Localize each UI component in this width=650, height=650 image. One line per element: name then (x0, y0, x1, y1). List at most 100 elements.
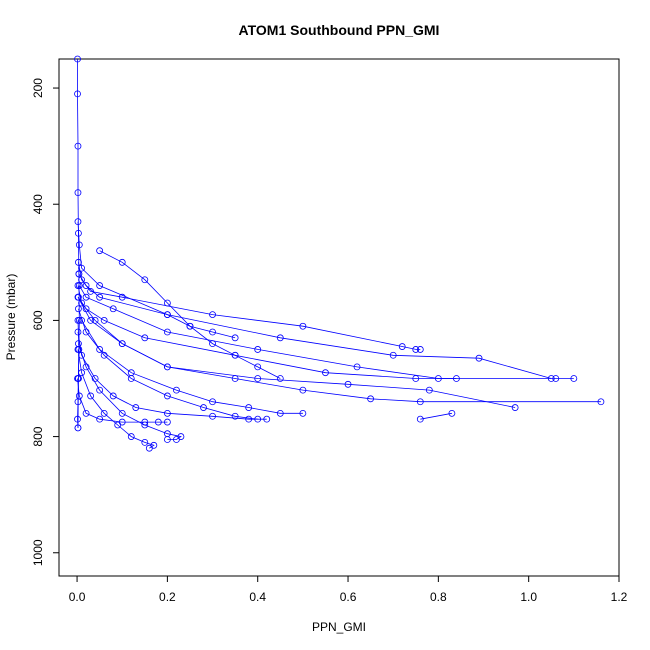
series-line-14 (420, 412, 452, 420)
data-point (87, 287, 95, 295)
data-point (389, 351, 397, 359)
data-point (398, 343, 406, 350)
data-point (276, 409, 284, 417)
data-point (254, 363, 262, 371)
data-point (75, 305, 82, 313)
series-line-16 (99, 250, 281, 379)
data-point (263, 415, 271, 423)
y-axis-title: Pressure (mbar) (4, 274, 18, 361)
data-point (127, 375, 135, 382)
data-point (141, 276, 149, 284)
series-layer (74, 55, 605, 452)
data-point (96, 386, 104, 394)
data-point (91, 375, 99, 382)
data-point (75, 258, 82, 266)
data-point (132, 404, 140, 411)
data-point (96, 346, 104, 353)
data-point (74, 218, 82, 226)
data-point (75, 346, 83, 353)
data-point (163, 436, 171, 443)
series-line-15 (77, 320, 80, 428)
x-tick-label: 1.0 (520, 590, 537, 604)
data-point (82, 282, 90, 289)
data-point (231, 334, 239, 342)
data-point (231, 412, 239, 420)
series-line-13 (78, 308, 258, 420)
data-point (74, 55, 81, 63)
data-point (416, 415, 424, 423)
data-point (74, 189, 82, 197)
x-tick-label: 1.2 (611, 590, 628, 604)
data-point (109, 305, 117, 313)
data-point (163, 299, 171, 307)
data-point (570, 375, 578, 382)
data-point (173, 436, 180, 443)
data-point (118, 340, 126, 348)
data-point (100, 317, 108, 324)
data-point (367, 395, 375, 403)
data-point (74, 142, 82, 150)
y-tick-label: 800 (31, 426, 45, 446)
x-tick-label: 0.0 (69, 590, 86, 604)
data-point (448, 409, 456, 417)
data-point (74, 90, 81, 98)
data-point (82, 293, 90, 301)
x-tick-label: 0.8 (430, 590, 447, 604)
data-point (74, 398, 82, 406)
data-point (597, 398, 605, 406)
data-point (118, 418, 126, 426)
series-line-1 (77, 221, 236, 339)
data-point (416, 398, 424, 406)
data-point (163, 311, 171, 318)
data-point (416, 346, 424, 353)
y-tick-label: 600 (31, 310, 45, 330)
data-point (75, 241, 83, 249)
data-point (209, 398, 216, 406)
data-point (245, 415, 253, 423)
data-point (100, 351, 108, 359)
y-tick-label: 1000 (31, 539, 45, 566)
x-tick-label: 0.4 (249, 590, 266, 604)
data-point (209, 328, 216, 336)
data-point (276, 375, 284, 382)
data-point (127, 433, 135, 440)
data-point (82, 363, 90, 371)
data-point (344, 380, 352, 388)
x-axis: 0.0 0.2 0.4 0.6 0.8 1.0 1.2 (69, 575, 628, 604)
x-axis-title: PPN_GMI (312, 620, 366, 634)
data-point (74, 282, 82, 289)
data-point (254, 375, 262, 382)
data-point (96, 282, 104, 289)
data-point (209, 340, 216, 348)
data-point (74, 415, 81, 423)
data-point (74, 424, 82, 432)
data-point (96, 293, 104, 301)
data-point (78, 264, 85, 272)
x-tick-label: 0.6 (340, 590, 357, 604)
y-tick-label: 200 (31, 78, 45, 98)
data-point (552, 375, 560, 382)
series-line-5 (78, 296, 457, 379)
data-point (163, 409, 171, 417)
data-point (118, 409, 126, 417)
data-point (141, 418, 149, 426)
data-point (254, 415, 262, 423)
data-point (78, 299, 85, 307)
data-point (412, 346, 420, 353)
series-line-8 (81, 320, 303, 414)
data-point (299, 409, 307, 417)
data-point (276, 334, 284, 342)
chart-title: ATOM1 Southbound PPN_GMI (239, 22, 440, 38)
data-point (141, 438, 149, 446)
data-point (145, 444, 153, 452)
data-point (163, 363, 171, 371)
data-point (141, 334, 149, 342)
data-point (299, 386, 307, 394)
data-point (75, 375, 82, 382)
data-point (96, 415, 104, 423)
data-point (254, 346, 262, 353)
data-point (511, 404, 519, 411)
data-point (87, 317, 95, 324)
